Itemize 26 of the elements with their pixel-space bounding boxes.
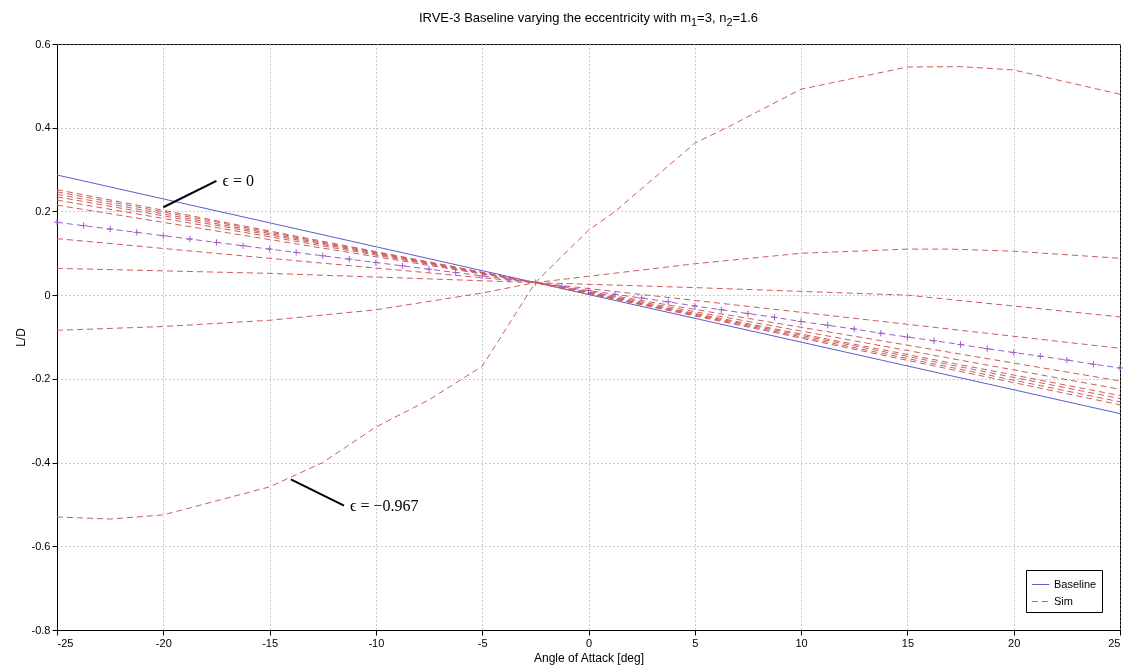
annotation: ϵ = −0.967 — [350, 496, 419, 514]
y-axis-title: L/D — [13, 327, 28, 347]
x-axis-title: Angle of Attack [deg] — [533, 650, 645, 665]
x-tick-label: -15 — [262, 636, 279, 649]
x-tick-label: 15 — [901, 636, 915, 649]
x-tick-label: 10 — [795, 636, 808, 649]
annotation: ϵ = 0 — [222, 171, 254, 189]
legend-label: Sim — [1054, 594, 1073, 607]
y-tick-label: -0.8 — [31, 623, 51, 636]
x-tick-label: -25 — [57, 636, 74, 649]
x-tick-label: 0 — [585, 636, 593, 649]
y-tick-label: -0.6 — [31, 539, 51, 552]
x-tick-label: 20 — [1008, 636, 1021, 649]
y-tick-label: 0.6 — [35, 37, 51, 50]
x-tick-label: -5 — [477, 636, 488, 649]
x-tick-label: -10 — [368, 636, 385, 649]
y-tick-label: -0.2 — [31, 372, 51, 385]
legend-label: Baseline — [1054, 577, 1097, 590]
y-tick-label: 0.2 — [35, 204, 51, 217]
chart-title: IRVE-3 Baseline varying the eccentricity with m$_{1}$=3, n$_{2}$=1.6 — [417, 10, 760, 28]
x-tick-label: 5 — [692, 636, 699, 649]
x-tick-label: 25 — [1108, 636, 1121, 649]
x-tick-label: -20 — [155, 636, 172, 649]
y-tick-label: 0 — [44, 288, 51, 301]
y-tick-label: -0.4 — [31, 456, 51, 469]
y-tick-label: 0.4 — [35, 121, 51, 134]
